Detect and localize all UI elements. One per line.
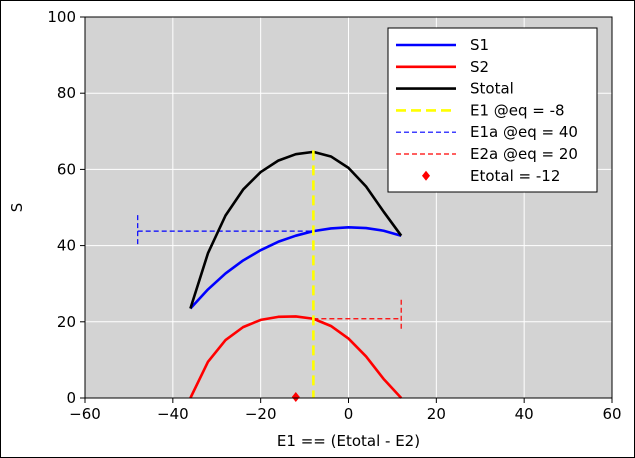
legend-box — [387, 27, 598, 193]
x-tick-label: 40 — [515, 405, 534, 423]
y-tick-label: 20 — [57, 313, 76, 331]
series-line-s1 — [189, 226, 402, 310]
x-tick-label: 20 — [427, 405, 446, 423]
legend-label: Etotal = -12 — [470, 167, 560, 185]
x-tick-label: −60 — [69, 405, 101, 423]
series-layer — [137, 150, 403, 402]
y-tick-label: 80 — [57, 84, 76, 102]
legend-label: S1 — [470, 36, 489, 54]
y-tick-label: 60 — [57, 160, 76, 178]
ticks: −60 −40 −20 0 20 40 60 0 20 40 60 80 100 — [47, 8, 621, 423]
legend-label: S2 — [470, 58, 489, 76]
y-tick-label: 40 — [57, 237, 76, 255]
y-tick-label: 0 — [66, 389, 76, 407]
legend-label: Stotal — [470, 80, 514, 98]
x-tick-label: 0 — [344, 405, 354, 423]
legend-label: E1a @eq = 40 — [470, 123, 578, 141]
x-tick-label: −20 — [245, 405, 277, 423]
x-tick-label: 60 — [602, 405, 621, 423]
legend-swatch — [422, 170, 430, 181]
etotal-marker — [291, 392, 300, 402]
x-axis-label: E1 == (Etotal - E2) — [277, 432, 420, 450]
legend: S1 S2 Stotal E1 @eq = -8 E1a @eq = 40 E2a @eq… — [387, 27, 598, 193]
series-line-s2 — [189, 315, 403, 399]
y-tick-label: 100 — [47, 8, 76, 26]
series-line-stotal — [189, 150, 403, 309]
x-tick-label: −40 — [157, 405, 189, 423]
legend-label: E1 @eq = -8 — [470, 101, 565, 119]
y-axis-label: S — [8, 203, 26, 213]
legend-label: E2a @eq = 20 — [470, 145, 578, 163]
